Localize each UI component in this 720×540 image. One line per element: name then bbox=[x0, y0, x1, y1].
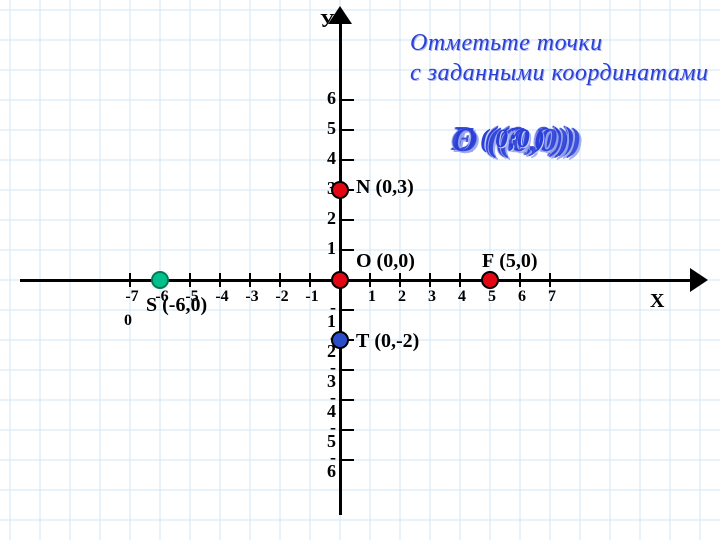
x-tick bbox=[129, 273, 131, 287]
y-tick-label: -1 bbox=[312, 300, 336, 328]
y-tick-label: -6 bbox=[312, 450, 336, 478]
y-tick bbox=[340, 99, 354, 101]
x-tick bbox=[279, 273, 281, 287]
extra-zero-label: 0 bbox=[124, 312, 132, 330]
point-label-S: S (-6,0) bbox=[146, 294, 207, 317]
y-tick-label: 2 bbox=[312, 208, 336, 229]
y-tick bbox=[340, 249, 354, 251]
x-tick bbox=[309, 273, 311, 287]
x-axis-label: Х bbox=[650, 290, 664, 313]
x-tick bbox=[249, 273, 251, 287]
x-tick-label: -3 bbox=[240, 288, 264, 306]
x-tick-label: -7 bbox=[120, 288, 144, 306]
point-F bbox=[481, 271, 499, 289]
stacked-wordart-inner: ( 0;0 ) bbox=[480, 124, 545, 154]
y-tick-label: -3 bbox=[312, 360, 336, 388]
x-tick-label: 4 bbox=[450, 288, 474, 306]
point-label-O: O (0,0) bbox=[356, 250, 415, 273]
title-line-1: с заданными координатами bbox=[410, 60, 709, 87]
x-tick bbox=[519, 273, 521, 287]
x-tick bbox=[399, 273, 401, 287]
title-line-0: Отметьте точки bbox=[410, 30, 603, 57]
x-tick-label: 5 bbox=[480, 288, 504, 306]
y-tick bbox=[340, 399, 354, 401]
point-label-T: T (0,-2) bbox=[356, 330, 419, 353]
y-tick bbox=[340, 309, 354, 311]
x-tick-label: 1 bbox=[360, 288, 384, 306]
y-tick-label: 1 bbox=[312, 238, 336, 259]
x-axis bbox=[20, 279, 690, 282]
y-tick bbox=[340, 459, 354, 461]
x-tick bbox=[189, 273, 191, 287]
x-axis-arrow bbox=[690, 268, 708, 292]
point-label-N: N (0,3) bbox=[356, 176, 414, 199]
y-tick-label: 6 bbox=[312, 88, 336, 109]
point-S bbox=[151, 271, 169, 289]
x-tick-label: -4 bbox=[210, 288, 234, 306]
y-tick-label: -4 bbox=[312, 390, 336, 418]
x-tick-label: 2 bbox=[390, 288, 414, 306]
y-axis bbox=[339, 15, 342, 515]
x-tick bbox=[549, 273, 551, 287]
y-tick bbox=[340, 159, 354, 161]
y-tick-label: 5 bbox=[312, 118, 336, 139]
x-tick-label: -2 bbox=[270, 288, 294, 306]
y-tick-label: 4 bbox=[312, 148, 336, 169]
x-tick-label: 7 bbox=[540, 288, 564, 306]
y-axis-label: У bbox=[320, 10, 335, 33]
x-tick bbox=[429, 273, 431, 287]
x-tick-label: 6 bbox=[510, 288, 534, 306]
y-tick bbox=[340, 129, 354, 131]
x-tick bbox=[459, 273, 461, 287]
x-tick-label: 3 bbox=[420, 288, 444, 306]
point-T bbox=[331, 331, 349, 349]
point-N bbox=[331, 181, 349, 199]
point-label-F: F (5,0) bbox=[482, 250, 538, 273]
x-tick bbox=[219, 273, 221, 287]
x-tick bbox=[369, 273, 371, 287]
point-O bbox=[331, 271, 349, 289]
y-tick bbox=[340, 429, 354, 431]
y-tick bbox=[340, 219, 354, 221]
y-tick bbox=[340, 369, 354, 371]
y-tick-label: -5 bbox=[312, 420, 336, 448]
